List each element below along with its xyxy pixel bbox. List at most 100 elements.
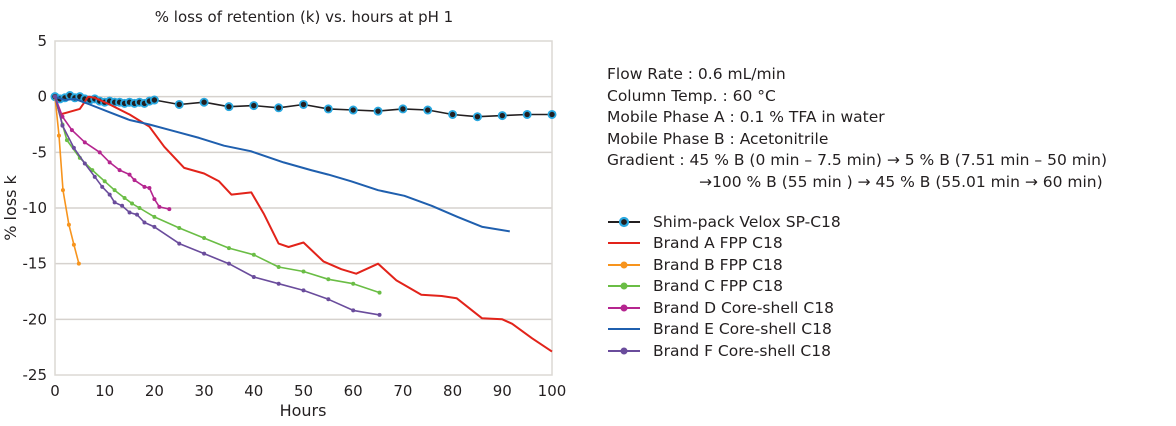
data-point <box>497 111 507 121</box>
legend-swatch-icon <box>608 242 640 245</box>
y-tick-label: -10 <box>23 199 48 217</box>
condition-column-temp: Column Temp. : 60 °C <box>607 86 776 105</box>
series-layer <box>50 91 557 353</box>
data-point <box>102 179 107 184</box>
data-point <box>326 297 331 302</box>
data-point <box>71 242 76 247</box>
data-point <box>112 200 117 205</box>
data-point <box>226 246 231 251</box>
data-point <box>199 97 209 107</box>
y-tick-label: 5 <box>37 32 47 50</box>
data-point <box>117 168 122 173</box>
data-point <box>448 109 458 119</box>
data-point <box>142 184 147 189</box>
data-point <box>174 99 184 109</box>
condition-gradient-continued: →100 % B (55 min ) → 45 % B (55.01 min →… <box>699 172 1103 191</box>
data-point <box>251 275 256 280</box>
data-point <box>301 288 306 293</box>
y-tick-label: -20 <box>23 310 48 328</box>
data-point <box>177 241 182 246</box>
series-shim-pack-velox-sp-c18 <box>50 91 557 122</box>
data-point <box>64 138 69 143</box>
y-axis-title: % loss k <box>1 174 20 240</box>
data-point <box>226 261 231 266</box>
legend-swatch-icon <box>608 304 640 312</box>
series-line <box>54 96 80 264</box>
legend-label: Brand A FPP C18 <box>653 234 783 253</box>
y-axis-ticks: 5 0 -5 -10 -15 -20 -25 <box>23 32 48 384</box>
data-point <box>224 102 234 112</box>
data-point <box>82 161 87 166</box>
data-point <box>92 174 97 179</box>
legend-item: Brand B FPP C18 <box>607 254 841 276</box>
legend-label: Brand B FPP C18 <box>653 255 783 274</box>
x-tick-label: 50 <box>294 382 313 400</box>
legend-swatch-icon <box>608 216 640 227</box>
y-tick-label: 0 <box>37 88 47 106</box>
data-point <box>149 95 159 105</box>
data-point <box>137 206 142 210</box>
series-line <box>54 95 510 233</box>
grid <box>55 95 552 321</box>
data-point <box>107 192 112 197</box>
data-point <box>202 236 207 241</box>
data-point <box>301 269 306 274</box>
x-tick-label: 30 <box>195 382 214 400</box>
data-point <box>56 133 61 138</box>
x-axis-title: Hours <box>280 401 327 420</box>
data-point <box>351 281 356 286</box>
series-line <box>54 95 553 353</box>
series-brand-d-core-shell-c18 <box>53 94 172 212</box>
condition-mobile-phase-a: Mobile Phase A : 0.1 % TFA in water <box>607 108 885 126</box>
legend-item: Brand F Core-shell C18 <box>607 340 841 362</box>
series-line <box>54 96 380 316</box>
x-tick-label: 100 <box>538 382 567 400</box>
data-point <box>167 207 172 212</box>
data-point <box>472 112 482 122</box>
data-point <box>69 128 74 133</box>
data-point <box>298 99 308 109</box>
condition-mobile-phase-b: Mobile Phase B : Acetonitrile <box>607 129 829 148</box>
data-point <box>202 251 207 256</box>
data-point <box>100 184 105 189</box>
x-tick-label: 0 <box>50 382 60 400</box>
legend-item: Brand C FPP C18 <box>607 276 841 298</box>
x-tick-label: 80 <box>443 382 462 400</box>
data-point <box>152 197 157 202</box>
data-point <box>60 123 65 128</box>
x-tick-label: 10 <box>95 382 114 400</box>
plot-area-frame <box>54 40 553 376</box>
legend: Shim-pack Velox SP-C18 Brand A FPP C18 Bra… <box>607 211 841 362</box>
legend-item: Brand D Core-shell C18 <box>607 297 841 319</box>
data-point <box>120 203 125 208</box>
series-brand-e-core-shell-c18 <box>54 95 510 233</box>
data-point <box>348 105 358 115</box>
data-point <box>147 185 152 190</box>
data-point <box>112 188 117 193</box>
legend-item: Shim-pack Velox SP-C18 <box>607 211 841 233</box>
data-point <box>351 308 356 313</box>
legend-label: Brand D Core-shell C18 <box>653 298 834 317</box>
data-point <box>135 212 140 217</box>
conditions-block: Flow Rate : 0.6 mL/min Column Temp. : 60… <box>607 64 1107 193</box>
y-tick-label: -5 <box>32 143 47 161</box>
series-line <box>54 96 170 210</box>
data-point <box>152 214 157 219</box>
data-point <box>127 210 132 215</box>
data-point <box>132 178 137 183</box>
data-point <box>323 104 333 114</box>
legend-label: Brand C FPP C18 <box>653 277 783 296</box>
x-tick-label: 60 <box>344 382 363 400</box>
data-point <box>76 261 81 266</box>
data-point <box>71 145 76 150</box>
data-point <box>97 150 102 155</box>
legend-swatch-icon <box>608 328 640 331</box>
x-tick-label: 90 <box>493 382 512 400</box>
data-point <box>107 160 112 165</box>
data-point <box>547 109 557 119</box>
legend-swatch-icon <box>608 347 640 355</box>
legend-item: Brand E Core-shell C18 <box>607 319 841 341</box>
condition-flow-rate: Flow Rate : 0.6 mL/min <box>607 65 786 83</box>
condition-gradient: Gradient : 45 % B (0 min – 7.5 min) → 5 … <box>607 151 1108 169</box>
